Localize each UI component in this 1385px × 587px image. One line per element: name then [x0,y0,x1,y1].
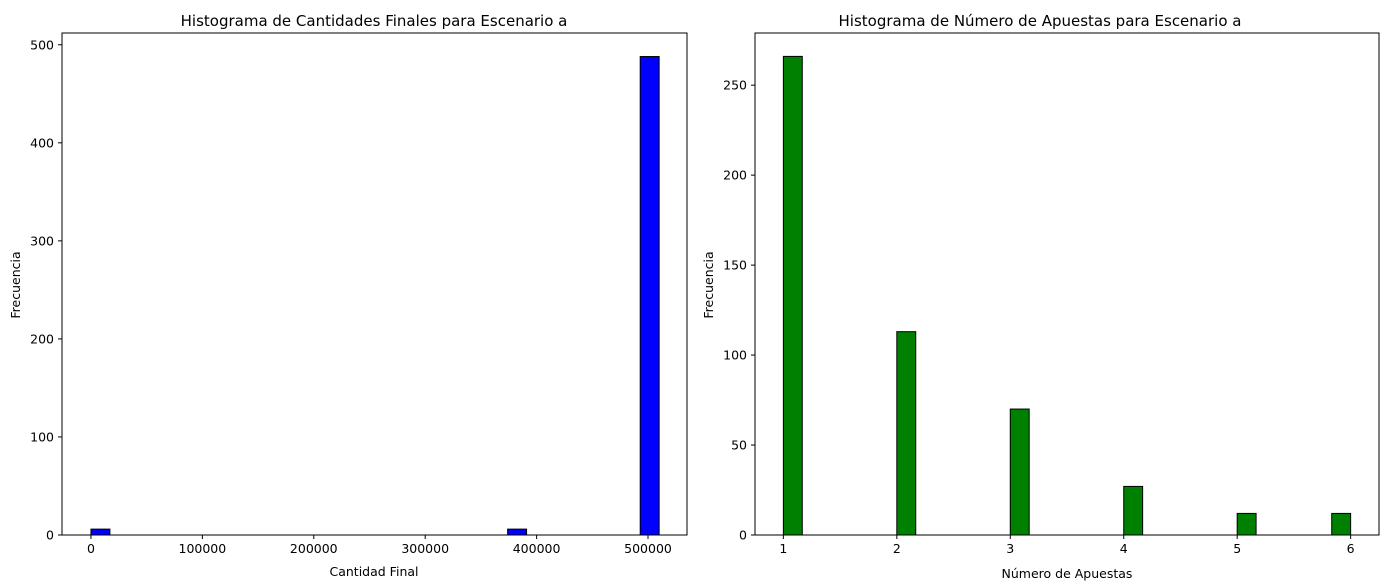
plot-frame [754,32,1380,536]
x-tick-label-3: 300000 [401,541,449,556]
y-tick-label-1: 100 [30,429,54,444]
x-tick-label-3: 4 [1120,541,1128,556]
bar-2 [639,56,660,536]
y-tick-label-5: 500 [30,37,54,52]
x-tick-label-5: 500000 [624,541,672,556]
y-tick-label-3: 150 [723,258,747,273]
x-tick-label-2: 200000 [290,541,338,556]
x-ticks: 0 100000 200000 300000 400000 500000 [87,535,672,556]
x-tick-label-2: 3 [1006,541,1014,556]
y-tick-label-2: 200 [30,331,54,346]
bar-3 [1123,485,1144,536]
histogram-numero-apuestas: Histograma de Número de Apuestas para Es… [701,12,1380,581]
y-tick-label-0: 0 [739,528,747,543]
x-tick-label-4: 5 [1233,541,1241,556]
bar-5 [1331,512,1352,536]
y-tick-label-2: 100 [723,348,747,363]
x-tick-label-1: 2 [893,541,901,556]
x-axis-label: Número de Apuestas [1002,566,1133,581]
x-tick-label-1: 100000 [179,541,227,556]
bar-1 [896,331,917,536]
y-ticks: 0 50 100 150 200 250 [723,78,755,543]
bars [782,55,1352,536]
x-tick-label-0: 0 [87,541,95,556]
x-ticks: 1 2 3 4 5 6 [779,535,1355,556]
histogram-cantidades-finales: Histograma de Cantidades Finales para Es… [8,12,688,579]
y-tick-label-0: 0 [46,528,54,543]
bar-0 [782,55,803,536]
y-tick-label-1: 50 [731,438,747,453]
bar-1 [507,528,528,536]
bar-0 [90,528,111,536]
x-tick-label-0: 1 [779,541,787,556]
y-axis-label: Frecuencia [701,251,716,318]
plot-frame [61,32,688,536]
y-axis-label: Frecuencia [8,251,23,318]
chart-title: Histograma de Cantidades Finales para Es… [181,12,568,30]
y-tick-label-4: 200 [723,168,747,183]
y-tick-label-4: 400 [30,135,54,150]
y-ticks: 0 100 200 300 400 500 [30,37,62,543]
bar-2 [1009,408,1030,536]
x-axis-label: Cantidad Final [330,564,419,579]
x-tick-label-4: 400000 [513,541,561,556]
bar-4 [1236,512,1257,536]
x-tick-label-5: 6 [1347,541,1355,556]
y-tick-label-5: 250 [723,78,747,93]
y-tick-label-3: 300 [30,233,54,248]
chart-title: Histograma de Número de Apuestas para Es… [839,12,1242,30]
